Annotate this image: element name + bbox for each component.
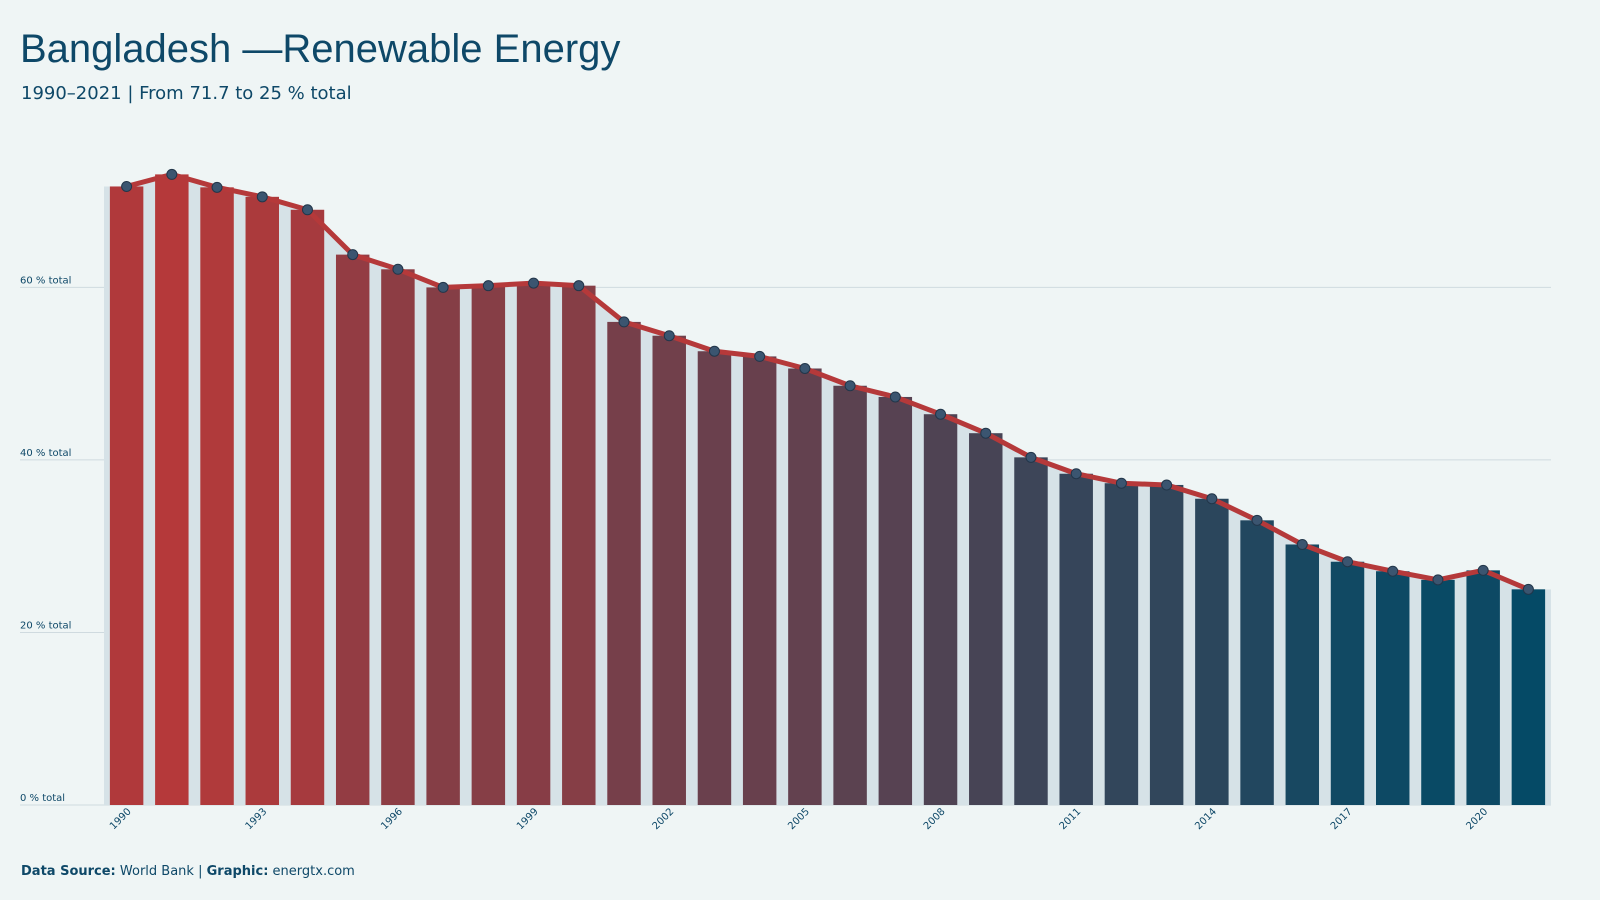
point	[392, 263, 404, 275]
bar	[562, 285, 596, 805]
bar	[788, 368, 822, 805]
x-tick-label: 1990	[108, 806, 134, 832]
point	[799, 362, 811, 374]
bar	[426, 287, 460, 805]
bar	[607, 321, 641, 805]
bar	[1149, 484, 1184, 805]
chart-subtitle: 1990–2021 | From 71.7 to 25 % total	[21, 83, 352, 104]
point	[1161, 479, 1173, 491]
bar	[245, 196, 279, 805]
point	[663, 330, 675, 342]
point	[437, 281, 449, 293]
bar	[652, 335, 686, 805]
bar	[516, 283, 551, 805]
bar	[1195, 498, 1229, 805]
y-tick-label: 20 % total	[20, 620, 71, 631]
point	[708, 345, 720, 357]
point	[1387, 565, 1399, 577]
point	[935, 408, 947, 420]
point	[1115, 477, 1127, 489]
point	[528, 277, 540, 289]
point	[482, 280, 494, 292]
bar	[833, 385, 867, 805]
point	[1025, 451, 1037, 463]
point	[347, 249, 359, 261]
bar	[697, 351, 732, 805]
bar	[109, 186, 144, 805]
bar	[1014, 457, 1048, 805]
point	[256, 191, 268, 203]
point	[844, 380, 856, 392]
background-area	[104, 174, 1551, 805]
point	[1296, 538, 1308, 550]
point	[1070, 468, 1082, 480]
bar	[381, 269, 415, 805]
point	[573, 280, 585, 292]
point	[889, 391, 901, 403]
point	[754, 350, 766, 362]
bar	[1421, 579, 1455, 805]
x-tick-label: 2014	[1193, 806, 1219, 832]
x-tick-label: 1993	[244, 806, 270, 832]
bar	[155, 174, 189, 805]
x-tick-label: 2020	[1465, 806, 1491, 832]
y-tick-label: 60 % total	[20, 275, 71, 286]
separator: |	[198, 864, 202, 879]
source-label: Data Source:	[21, 864, 116, 879]
point	[618, 316, 630, 328]
bar	[1285, 544, 1320, 805]
graphic: energtx.com	[273, 864, 355, 879]
bar	[1376, 571, 1410, 805]
graphic-label: Graphic:	[207, 864, 269, 879]
point	[121, 180, 133, 192]
x-tick-label: 2008	[922, 806, 948, 832]
bar	[335, 254, 370, 806]
bar	[1059, 473, 1093, 805]
bar	[1330, 561, 1365, 805]
bar	[969, 433, 1003, 805]
point	[1342, 556, 1354, 568]
bar	[471, 285, 506, 805]
point	[211, 181, 223, 193]
bar	[1511, 589, 1546, 805]
bar	[923, 414, 958, 805]
x-tick-label: 1999	[515, 806, 541, 832]
point	[1522, 583, 1534, 595]
point	[166, 168, 178, 180]
y-tick-label: 40 % total	[20, 448, 71, 459]
point	[1477, 564, 1489, 576]
bar	[742, 356, 777, 805]
source: World Bank	[120, 864, 195, 879]
bar	[1240, 520, 1274, 805]
point	[1251, 514, 1263, 526]
bar	[290, 209, 325, 805]
point	[1432, 574, 1444, 586]
x-tick-label: 2017	[1329, 806, 1355, 832]
bar	[1104, 483, 1139, 805]
x-tick-label: 2005	[786, 806, 812, 832]
point	[301, 204, 313, 216]
x-tick-label: 1996	[379, 806, 405, 832]
chart-title: Bangladesh —Renewable Energy	[20, 27, 620, 71]
bar	[878, 396, 913, 805]
y-tick-label: 0 % total	[20, 793, 65, 804]
point	[980, 427, 992, 439]
bar	[1466, 570, 1500, 805]
point	[1206, 493, 1218, 505]
bar	[200, 187, 234, 805]
x-tick-label: 2011	[1058, 806, 1084, 832]
line	[125, 171, 1530, 592]
footer: Data Source: World Bank | Graphic: energ…	[21, 864, 355, 879]
x-tick-label: 2002	[651, 806, 677, 832]
